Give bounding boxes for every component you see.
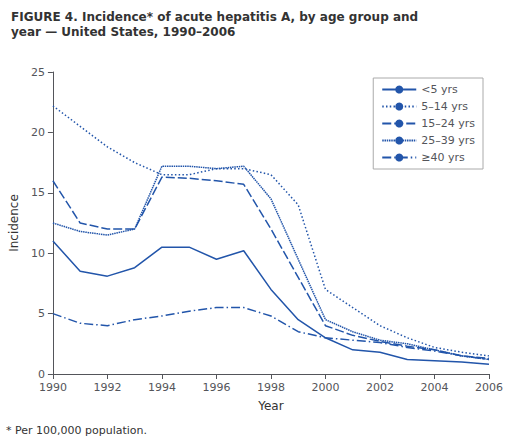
svg-text:25: 25: [31, 66, 45, 79]
svg-text:2006: 2006: [475, 381, 503, 394]
svg-text:<5 yrs: <5 yrs: [421, 83, 458, 96]
svg-text:≥40 yrs: ≥40 yrs: [421, 151, 465, 164]
svg-text:5–14 yrs: 5–14 yrs: [421, 100, 468, 113]
svg-text:Incidence: Incidence: [7, 194, 21, 252]
svg-text:20: 20: [31, 126, 45, 139]
svg-text:0: 0: [38, 368, 45, 381]
svg-text:FIGURE 4. Incidence* of acute: FIGURE 4. Incidence* of acute hepatitis …: [11, 10, 418, 24]
svg-text:2002: 2002: [366, 381, 394, 394]
svg-text:Year: Year: [257, 399, 283, 413]
svg-text:15: 15: [31, 186, 45, 199]
svg-text:15–24 yrs: 15–24 yrs: [421, 117, 475, 130]
svg-text:1994: 1994: [148, 381, 176, 394]
svg-text:25–39 yrs: 25–39 yrs: [421, 134, 475, 147]
svg-text:10: 10: [31, 247, 45, 260]
svg-text:year — United States, 1990–200: year — United States, 1990–2006: [11, 25, 235, 39]
svg-text:2000: 2000: [311, 381, 339, 394]
svg-text:1996: 1996: [202, 381, 230, 394]
svg-text:2004: 2004: [420, 381, 448, 394]
svg-text:5: 5: [38, 307, 45, 320]
svg-text:* Per 100,000 population.: * Per 100,000 population.: [6, 424, 147, 437]
svg-text:1990: 1990: [39, 381, 67, 394]
svg-text:1992: 1992: [93, 381, 121, 394]
svg-text:1998: 1998: [257, 381, 285, 394]
